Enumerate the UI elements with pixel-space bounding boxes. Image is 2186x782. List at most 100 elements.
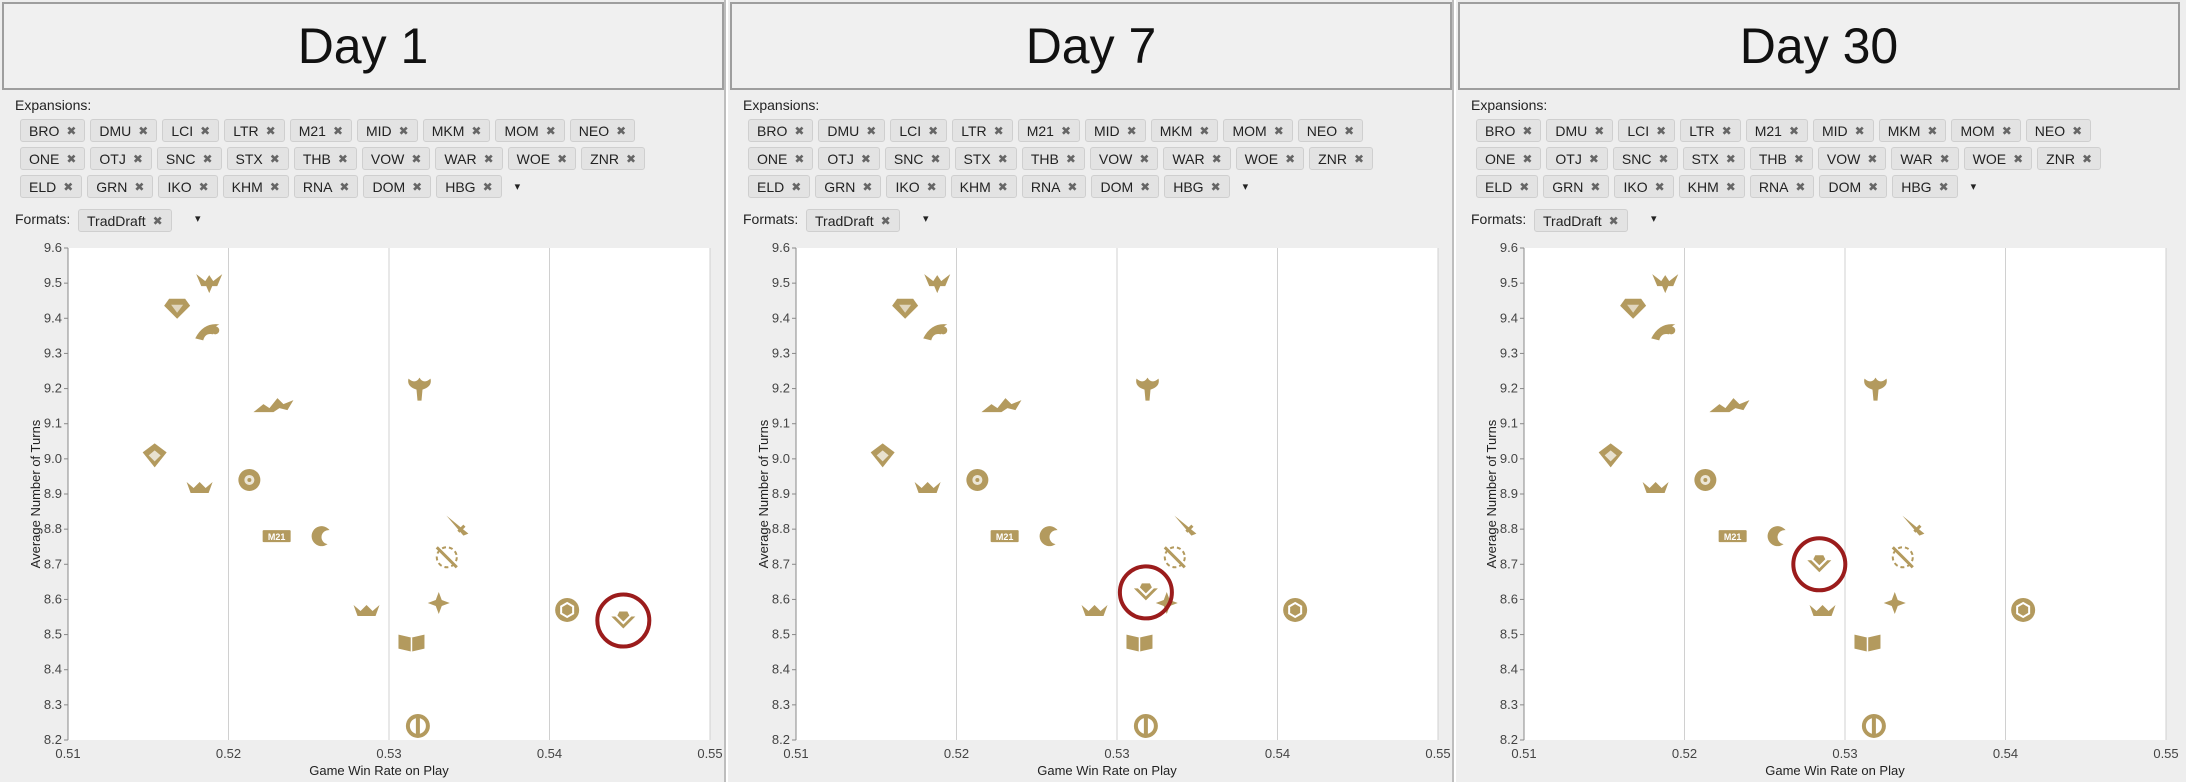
data-point-dmu[interactable] [196,274,223,294]
expansion-chip[interactable]: WAR ✖ [1891,147,1959,170]
remove-icon[interactable]: ✖ [1938,179,1949,194]
expansion-chip[interactable]: IKO ✖ [158,175,218,198]
expansion-chip[interactable]: OTJ ✖ [90,147,152,170]
data-point-snc[interactable] [1854,634,1881,652]
expansion-chip[interactable]: LTR ✖ [1680,119,1741,142]
remove-icon[interactable]: ✖ [1594,123,1605,138]
expansion-chip[interactable]: GRN ✖ [1543,175,1610,198]
remove-icon[interactable]: ✖ [63,179,74,194]
expansion-chip[interactable]: LTR ✖ [224,119,285,142]
remove-icon[interactable]: ✖ [993,123,1004,138]
data-point-otj[interactable] [1133,713,1158,738]
remove-icon[interactable]: ✖ [1519,179,1530,194]
data-point-war[interactable] [1864,377,1887,401]
expansion-chip[interactable]: MKM ✖ [1150,119,1219,142]
data-point-vow[interactable] [1891,546,1914,569]
remove-icon[interactable]: ✖ [138,123,149,138]
expansion-chip[interactable]: LTR ✖ [952,119,1013,142]
data-point-eld[interactable] [1651,324,1676,341]
data-point-dmu[interactable] [1652,274,1679,294]
expansion-chip[interactable]: HBG ✖ [1164,175,1230,198]
remove-icon[interactable]: ✖ [1939,151,1950,166]
expansion-chip[interactable]: MID ✖ [1813,119,1874,142]
expansion-chip[interactable]: ELD ✖ [20,175,83,198]
remove-icon[interactable]: ✖ [1344,123,1355,138]
remove-icon[interactable]: ✖ [1854,123,1865,138]
data-point-stx[interactable] [1174,515,1197,536]
expansion-chip[interactable]: KHM ✖ [222,175,289,198]
expansion-chip[interactable]: DOM ✖ [1091,175,1160,198]
expansion-chip[interactable]: ZNR ✖ [1309,147,1373,170]
data-point-mkm[interactable] [1155,591,1178,614]
remove-icon[interactable]: ✖ [339,179,350,194]
expansion-chip[interactable]: MOM ✖ [495,119,565,142]
expansion-chip[interactable]: HBG ✖ [1892,175,1958,198]
remove-icon[interactable]: ✖ [2013,151,2024,166]
remove-icon[interactable]: ✖ [1725,179,1736,194]
expansion-chip[interactable]: MID ✖ [1085,119,1146,142]
expansion-chip[interactable]: ONE ✖ [20,147,86,170]
format-chip[interactable]: TradDraft ✖ [78,209,172,232]
expansion-chip[interactable]: KHM ✖ [1678,175,1745,198]
expansion-chip[interactable]: M21 ✖ [1017,119,1080,142]
data-point-otj[interactable] [405,713,430,738]
expansion-chip[interactable]: VOW ✖ [361,147,431,170]
data-point-znr[interactable] [238,468,261,491]
expansions-dropdown-icon[interactable]: ▾ [1970,181,1977,193]
remove-icon[interactable]: ✖ [66,123,77,138]
remove-icon[interactable]: ✖ [930,151,941,166]
expansion-chip[interactable]: OTJ ✖ [818,147,880,170]
remove-icon[interactable]: ✖ [1065,151,1076,166]
remove-icon[interactable]: ✖ [860,151,871,166]
data-point-neo[interactable] [555,597,580,622]
expansion-chip[interactable]: M21 ✖ [1745,119,1808,142]
remove-icon[interactable]: ✖ [862,179,873,194]
remove-icon[interactable]: ✖ [1199,123,1210,138]
remove-icon[interactable]: ✖ [1608,213,1619,228]
data-point-vow[interactable] [435,546,458,569]
remove-icon[interactable]: ✖ [269,151,280,166]
expansion-chip[interactable]: GRN ✖ [87,175,154,198]
data-point-grn[interactable] [1598,443,1623,468]
expansion-chip[interactable]: IKO ✖ [886,175,946,198]
remove-icon[interactable]: ✖ [866,123,877,138]
remove-icon[interactable]: ✖ [1721,123,1732,138]
remove-icon[interactable]: ✖ [66,151,77,166]
remove-icon[interactable]: ✖ [482,179,493,194]
data-point-lci[interactable] [595,592,652,649]
data-point-snc[interactable] [1126,634,1153,652]
expansion-chip[interactable]: NEO ✖ [569,119,636,142]
data-point-rna[interactable] [1642,481,1669,493]
expansion-chip[interactable]: M21 ✖ [289,119,352,142]
data-point-m21[interactable]: M21 [262,530,291,543]
expansion-chip[interactable]: RNA ✖ [293,175,359,198]
data-point-mkm[interactable] [1883,591,1906,614]
remove-icon[interactable]: ✖ [200,123,211,138]
remove-icon[interactable]: ✖ [1210,179,1221,194]
data-point-khm[interactable] [1709,398,1750,413]
expansion-chip[interactable]: BRO ✖ [1476,119,1542,142]
data-point-thb[interactable] [311,526,330,547]
remove-icon[interactable]: ✖ [997,151,1008,166]
remove-icon[interactable]: ✖ [928,123,939,138]
data-point-znr[interactable] [966,468,989,491]
data-point-mom[interactable] [1081,604,1108,616]
remove-icon[interactable]: ✖ [398,123,409,138]
remove-icon[interactable]: ✖ [997,179,1008,194]
remove-icon[interactable]: ✖ [152,213,163,228]
remove-icon[interactable]: ✖ [269,179,280,194]
expansion-chip[interactable]: STX ✖ [1682,147,1745,170]
remove-icon[interactable]: ✖ [1140,179,1151,194]
data-point-lci[interactable] [1791,536,1848,593]
remove-icon[interactable]: ✖ [412,179,423,194]
data-point-mom[interactable] [353,604,380,616]
remove-icon[interactable]: ✖ [791,179,802,194]
data-point-iko[interactable] [164,298,191,319]
remove-icon[interactable]: ✖ [1211,151,1222,166]
remove-icon[interactable]: ✖ [202,151,213,166]
expansion-chip[interactable]: LCI ✖ [162,119,220,142]
remove-icon[interactable]: ✖ [411,151,422,166]
data-point-eld[interactable] [923,324,948,341]
expansion-chip[interactable]: DMU ✖ [1546,119,1614,142]
data-point-khm[interactable] [253,398,294,413]
